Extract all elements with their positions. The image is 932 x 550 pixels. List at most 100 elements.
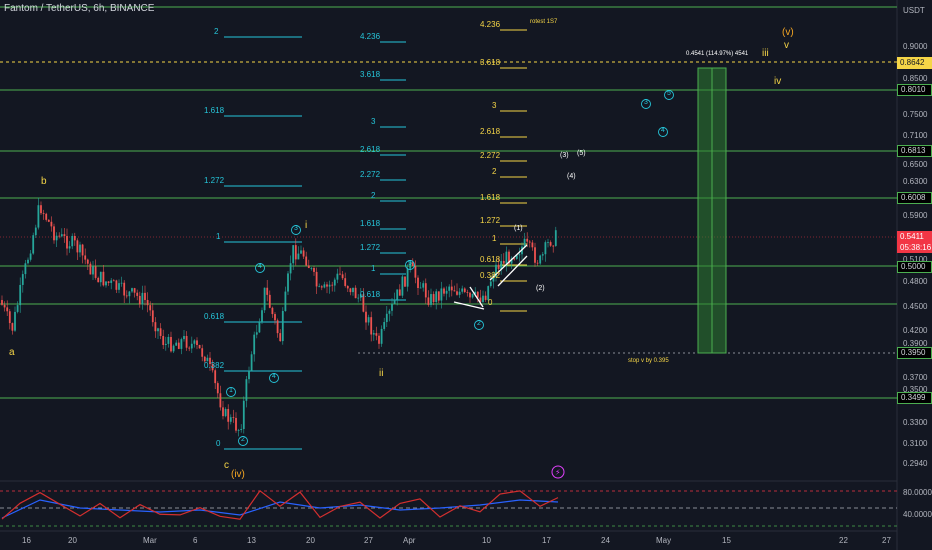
candle-body xyxy=(515,255,518,259)
fib-mid-label: 3 xyxy=(371,117,376,126)
horizontal-levels[interactable] xyxy=(0,6,897,399)
candle-body xyxy=(549,242,552,246)
circle-4-marker[interactable] xyxy=(269,373,279,383)
candle-body xyxy=(99,271,102,283)
candle-body xyxy=(466,291,469,293)
circle-1-marker[interactable] xyxy=(226,387,236,397)
candle-body xyxy=(302,250,305,257)
price-axis-label: 0.3700 xyxy=(903,373,928,382)
current-price-tag[interactable]: 0.5411 05:38:16 xyxy=(897,231,932,253)
candle-body xyxy=(484,295,487,300)
circle-ii-label: 4 xyxy=(258,263,262,270)
fib-left-label: 2 xyxy=(214,27,219,36)
circle-3b-label: 3 xyxy=(644,99,648,106)
fib-mid-label: 2.618 xyxy=(360,145,381,154)
fib-right-label: 1 xyxy=(492,234,497,243)
fib-right[interactable] xyxy=(500,29,527,312)
wedge-lines[interactable] xyxy=(453,244,528,310)
candle-body xyxy=(300,250,302,254)
chart-title: Fantom / TetherUS, 6h, BINANCE xyxy=(4,3,155,14)
candle-body xyxy=(531,242,534,248)
candle-body xyxy=(162,335,165,345)
wedge-line-1[interactable] xyxy=(453,301,485,310)
price-tag-s2[interactable]: 0.3499 xyxy=(897,392,932,404)
candle-body xyxy=(128,291,131,297)
price-tag-dashed[interactable]: 0.8642 xyxy=(897,57,932,69)
fib-right-label: 0 xyxy=(488,298,493,307)
candle-body xyxy=(450,286,453,291)
candle-body xyxy=(144,292,146,300)
candle-body xyxy=(253,334,256,355)
candle-body xyxy=(167,336,170,344)
candle-body xyxy=(209,357,211,365)
candle-body xyxy=(255,332,258,335)
candle-body xyxy=(222,407,224,417)
candle-body xyxy=(502,260,505,264)
circle-4b-label: 4 xyxy=(661,127,665,134)
price-tag-r1[interactable]: 0.8010 xyxy=(897,84,932,96)
price-axis-label: 0.5900 xyxy=(903,211,928,220)
candle-body xyxy=(19,284,22,306)
candle-body xyxy=(411,262,414,266)
wave-circles[interactable] xyxy=(226,90,674,446)
candle-body xyxy=(151,310,154,323)
candle-body xyxy=(180,339,183,349)
time-axis-label: 16 xyxy=(22,536,31,545)
fib-mid[interactable] xyxy=(380,41,406,301)
wedge-line-3[interactable] xyxy=(489,244,528,281)
wave-v-label: v xyxy=(784,40,789,51)
candle-body xyxy=(297,253,300,260)
circle-a-marker[interactable] xyxy=(405,260,415,270)
candle-body xyxy=(73,235,76,241)
candle-body xyxy=(435,291,438,303)
candle-body xyxy=(42,213,45,214)
time-axis-label: 13 xyxy=(247,536,256,545)
circle-4b-marker[interactable] xyxy=(658,127,668,137)
candle-body xyxy=(292,245,295,264)
candle-body xyxy=(37,205,40,228)
candle-body xyxy=(456,291,458,295)
circle-ii-marker[interactable] xyxy=(255,263,265,273)
time-axis-label: 10 xyxy=(482,536,491,545)
candle-body xyxy=(112,280,115,282)
price-tag-r2[interactable]: 0.6813 xyxy=(897,145,932,157)
price-tag-r3[interactable]: 0.6008 xyxy=(897,192,932,204)
candle-body xyxy=(172,345,175,352)
circle-5b-label: 5 xyxy=(667,90,671,97)
candle-body xyxy=(463,288,466,292)
wave-b-label: b xyxy=(41,176,47,187)
candle-body xyxy=(206,357,209,362)
sub-wave-4: (4) xyxy=(567,173,576,180)
candle-body xyxy=(201,348,204,357)
candle-body xyxy=(232,417,235,419)
wave-ii-label: ii xyxy=(379,368,384,379)
wedge-line-2[interactable] xyxy=(469,286,484,308)
candle-body xyxy=(305,256,308,266)
price-tag-s1[interactable]: 0.3950 xyxy=(897,347,932,359)
candle-body xyxy=(440,288,443,301)
candle-body xyxy=(242,400,245,429)
circle-3-marker[interactable] xyxy=(291,225,301,235)
circle-2b-marker[interactable] xyxy=(474,320,484,330)
candle-body xyxy=(547,242,549,243)
target-note: 0.4541 (114.97%) 4541 xyxy=(686,51,749,57)
circle-2-marker[interactable] xyxy=(238,436,248,446)
price-axis-label: 0.3100 xyxy=(903,439,928,448)
candle-body xyxy=(237,429,240,431)
fib-left[interactable] xyxy=(224,36,302,450)
candle-body xyxy=(118,283,120,290)
circle-5b-marker[interactable] xyxy=(664,90,674,100)
circle-3b-marker[interactable] xyxy=(641,99,651,109)
candle-body xyxy=(492,276,495,282)
fib-right-label: 3 xyxy=(492,101,497,110)
lightning-icon[interactable] xyxy=(551,465,565,479)
wedge-line-4[interactable] xyxy=(497,255,528,287)
candle-body xyxy=(279,333,282,342)
candle-body xyxy=(133,288,136,293)
rsi-line xyxy=(1,489,559,520)
candle-body xyxy=(383,322,386,329)
fib-left-label: 1.618 xyxy=(204,106,225,115)
candle-body xyxy=(539,255,542,264)
price-tag-r4[interactable]: 0.5000 xyxy=(897,261,932,273)
